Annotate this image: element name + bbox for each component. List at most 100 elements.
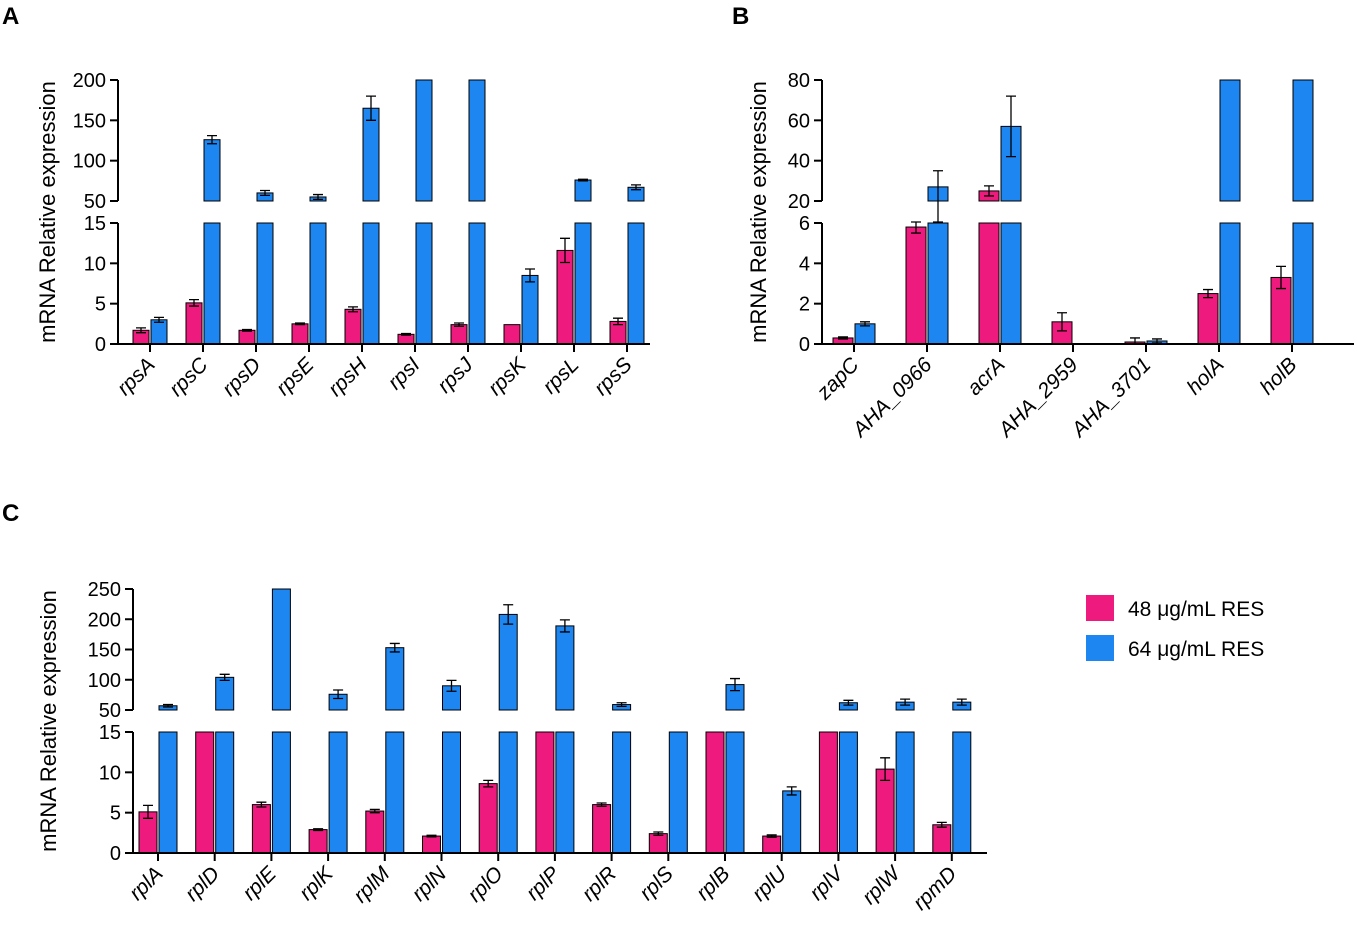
y-tick-label-a-0-0: 0 xyxy=(95,334,106,356)
x-tick-label-a-5: rpsI xyxy=(384,353,425,394)
legend-label-48: 48 μg/mL RES xyxy=(1128,598,1264,621)
error-bar-c-s1-c12 xyxy=(843,699,854,706)
bar-b-s1-c6-low xyxy=(1292,222,1314,345)
bar-a-s1-c0 xyxy=(150,319,168,345)
x-tick-label-a-4: rpsH xyxy=(324,353,372,401)
error-bar-b-s1-c4 xyxy=(1152,338,1162,344)
bar-a-s0-c3 xyxy=(291,323,309,345)
error-bar-b-s0-c3 xyxy=(1057,312,1067,332)
bar-a-s0-c6 xyxy=(450,324,468,345)
error-bar-b-s1-c2 xyxy=(1006,95,1016,158)
error-bar-b-s0-c0 xyxy=(838,336,848,340)
error-bar-c-s1-c10 xyxy=(730,677,740,692)
error-bar-a-s1-c1 xyxy=(207,135,217,145)
error-bar-a-s0-c0 xyxy=(136,327,146,334)
error-bar-c-s0-c0 xyxy=(143,804,153,819)
error-bar-a-s0-c9 xyxy=(613,317,623,326)
error-bar-c-s0-c2 xyxy=(256,801,267,808)
panel-letter-a: A xyxy=(2,3,19,30)
bar-a-s1-c5-up xyxy=(415,79,433,202)
error-bar-c-s1-c14 xyxy=(956,698,967,706)
y-tick-label-a-1-1: 100 xyxy=(73,151,106,173)
x-tick-label-a-1: rpsC xyxy=(165,353,213,401)
bar-c-s1-c3-low xyxy=(328,731,348,854)
y-tick-label-c-0-3: 15 xyxy=(99,722,121,744)
bar-a-s1-c6-up xyxy=(468,79,486,202)
bar-b-s0-c2-low xyxy=(978,222,1000,345)
panel-letter-b: B xyxy=(732,3,749,30)
x-tick-label-b-5: holA xyxy=(1183,353,1229,399)
y-axis-label-a: mRNA Relative expression xyxy=(35,81,60,343)
x-tick-label-b-0: zapC xyxy=(812,353,864,405)
bar-c-s1-c6-up xyxy=(498,613,518,711)
x-tick-label-a-3: rpsE xyxy=(272,353,319,400)
x-tick-label-a-6: rpsJ xyxy=(433,353,478,398)
bar-a-s1-c5-low xyxy=(415,222,433,345)
bar-c-s0-c11 xyxy=(762,835,782,854)
bar-a-s0-c7 xyxy=(503,324,521,345)
bar-c-s1-c1-low xyxy=(215,731,235,854)
bar-c-s1-c2-up xyxy=(271,588,291,711)
bar-a-s1-c1-up xyxy=(203,139,221,202)
bar-a-s1-c8-up xyxy=(574,179,592,202)
bar-b-s1-c0 xyxy=(854,323,876,345)
bar-a-s0-c1 xyxy=(185,302,203,345)
bar-c-s1-c8-low xyxy=(612,731,632,854)
bar-b-s0-c1 xyxy=(905,226,927,345)
x-tick-label-c-4: rplM xyxy=(349,862,394,907)
legend: 48 μg/mL RES 64 μg/mL RES xyxy=(1086,595,1264,661)
x-tick-label-c-13: rplW xyxy=(858,861,906,909)
bar-c-s1-c4-up xyxy=(385,647,405,711)
error-bar-a-s0-c4 xyxy=(348,306,358,313)
bar-c-s1-c11 xyxy=(782,790,802,854)
y-tick-label-c-1-4: 250 xyxy=(88,579,121,601)
legend-swatch-64 xyxy=(1086,635,1114,661)
y-tick-label-b-0-0: 0 xyxy=(799,334,810,356)
bar-a-s1-c4-up xyxy=(362,107,380,202)
bar-c-s1-c7-low xyxy=(555,731,575,854)
x-tick-label-b-6: holB xyxy=(1256,353,1302,399)
error-bar-a-s0-c6 xyxy=(454,322,464,327)
error-bar-b-s1-c1 xyxy=(933,170,943,223)
y-tick-label-b-1-0: 20 xyxy=(788,191,810,213)
bar-b-s1-c1-low xyxy=(927,222,949,345)
bar-a-s1-c9-low xyxy=(627,222,645,345)
error-bar-c-s0-c6 xyxy=(483,779,494,788)
error-bar-b-s0-c5 xyxy=(1203,288,1213,299)
bar-c-s0-c4 xyxy=(365,810,385,854)
x-tick-label-c-8: rplR xyxy=(578,862,621,905)
error-bar-c-s0-c14 xyxy=(936,821,947,828)
bar-a-s1-c8-low xyxy=(574,222,592,345)
error-bar-b-s0-c2 xyxy=(984,185,994,197)
y-tick-label-c-1-3: 200 xyxy=(88,609,121,631)
bar-b-s1-c6-up xyxy=(1292,79,1314,202)
bar-c-s0-c13 xyxy=(875,768,895,854)
x-tick-label-a-9: rpsS xyxy=(590,353,637,400)
x-tick-label-c-1: rplD xyxy=(181,862,224,905)
error-bar-c-s0-c9 xyxy=(653,831,664,836)
bar-b-s0-c5 xyxy=(1197,293,1219,345)
error-bar-a-s0-c2 xyxy=(242,328,252,332)
y-tick-label-b-0-1: 2 xyxy=(799,294,810,316)
bar-b-s1-c2-low xyxy=(1000,222,1022,345)
error-bar-b-s0-c1 xyxy=(911,221,921,234)
error-bar-a-s0-c8 xyxy=(560,237,570,264)
error-bar-c-s1-c1 xyxy=(219,673,230,682)
x-tick-label-b-2: acrA xyxy=(963,353,1010,400)
error-bar-a-s1-c7 xyxy=(525,268,535,283)
x-tick-label-c-11: rplU xyxy=(748,862,792,906)
y-axis-label-b: mRNA Relative expression xyxy=(746,81,771,343)
bar-b-s1-c5-up xyxy=(1219,79,1241,202)
y-tick-label-c-0-1: 5 xyxy=(110,803,121,825)
error-bar-a-s0-c5 xyxy=(401,332,411,336)
bar-c-s0-c7-low xyxy=(535,731,555,854)
error-bar-c-s0-c3 xyxy=(313,828,324,832)
x-tick-label-a-7: rpsK xyxy=(484,353,531,400)
bar-c-s0-c1-low xyxy=(195,731,215,854)
bar-c-s1-c5-low xyxy=(442,731,461,854)
bar-a-s1-c7 xyxy=(521,274,539,345)
y-tick-label-c-0-0: 0 xyxy=(110,843,121,865)
x-tick-label-c-14: rpmD xyxy=(909,862,962,915)
bar-c-s0-c3 xyxy=(308,829,328,854)
